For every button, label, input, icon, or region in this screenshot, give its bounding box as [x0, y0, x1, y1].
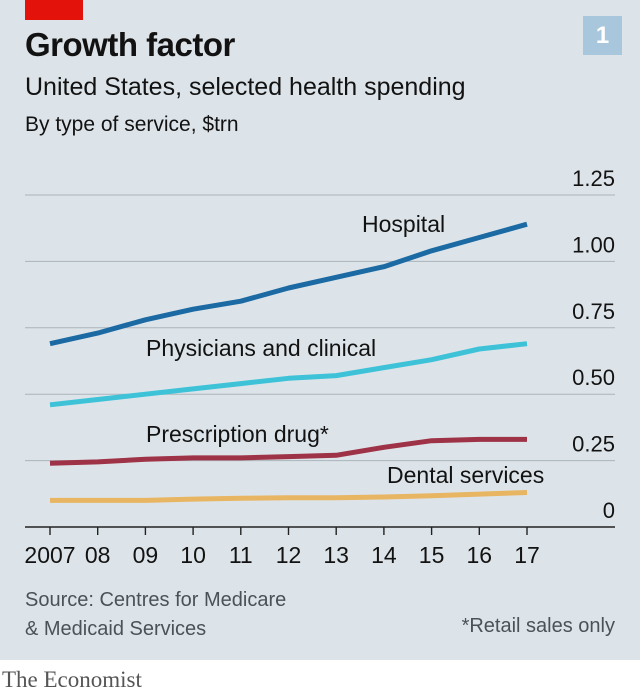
y-tick-label: 0.50 [572, 365, 615, 390]
series-line-hospital [49, 221, 528, 347]
series-label-dental: Dental services [387, 462, 544, 488]
x-tick-label: 16 [467, 542, 493, 568]
x-tick-label: 17 [514, 542, 540, 568]
series-label-prescription: Prescription drug* [146, 421, 329, 447]
footnote: *Retail sales only [461, 615, 615, 637]
y-tick-label: 0.75 [572, 299, 615, 324]
series-label-hospital: Hospital [362, 211, 445, 237]
series-line-prescription [49, 436, 527, 466]
series-label-physicians: Physicians and clinical [146, 335, 376, 361]
x-tick-label: 09 [133, 542, 159, 568]
source-line-2: & Medicaid Services [25, 618, 207, 640]
chart-subtitle: United States, selected health spending [25, 73, 466, 101]
source-line-1: Source: Centres for Medicare [25, 589, 287, 611]
y-tick-label: 1.25 [572, 166, 615, 191]
y-tick-label: 0 [603, 498, 615, 523]
x-tick-label: 11 [229, 542, 253, 568]
source-note: Source: Centres for Medicare & Medicaid … [25, 586, 286, 644]
line-chart: 0 0.25 0.50 0.75 1.00 1.25 2007 08 09 10 11 12 13 14 1… [24, 166, 615, 568]
chart-title: Growth factor [25, 26, 235, 63]
x-tick-label: 15 [419, 542, 445, 568]
y-tick-label: 1.00 [572, 232, 615, 257]
series-line-dental [50, 490, 528, 503]
publisher-brand: The Economist [2, 667, 142, 692]
y-tick-label: 0.25 [572, 432, 615, 457]
x-tick-label: 10 [180, 542, 206, 568]
x-tick-label: 14 [371, 542, 397, 568]
brand-accent-tag [25, 0, 83, 20]
x-tick-label: 13 [323, 542, 349, 568]
x-tick-label: 2007 [24, 542, 75, 568]
chart-unit-label: By type of service, $trn [25, 113, 239, 136]
chart-number-badge: 1 [583, 16, 622, 55]
x-tick-label: 08 [85, 542, 111, 568]
series-line-physicians [49, 341, 528, 408]
x-tick-label: 12 [276, 542, 302, 568]
